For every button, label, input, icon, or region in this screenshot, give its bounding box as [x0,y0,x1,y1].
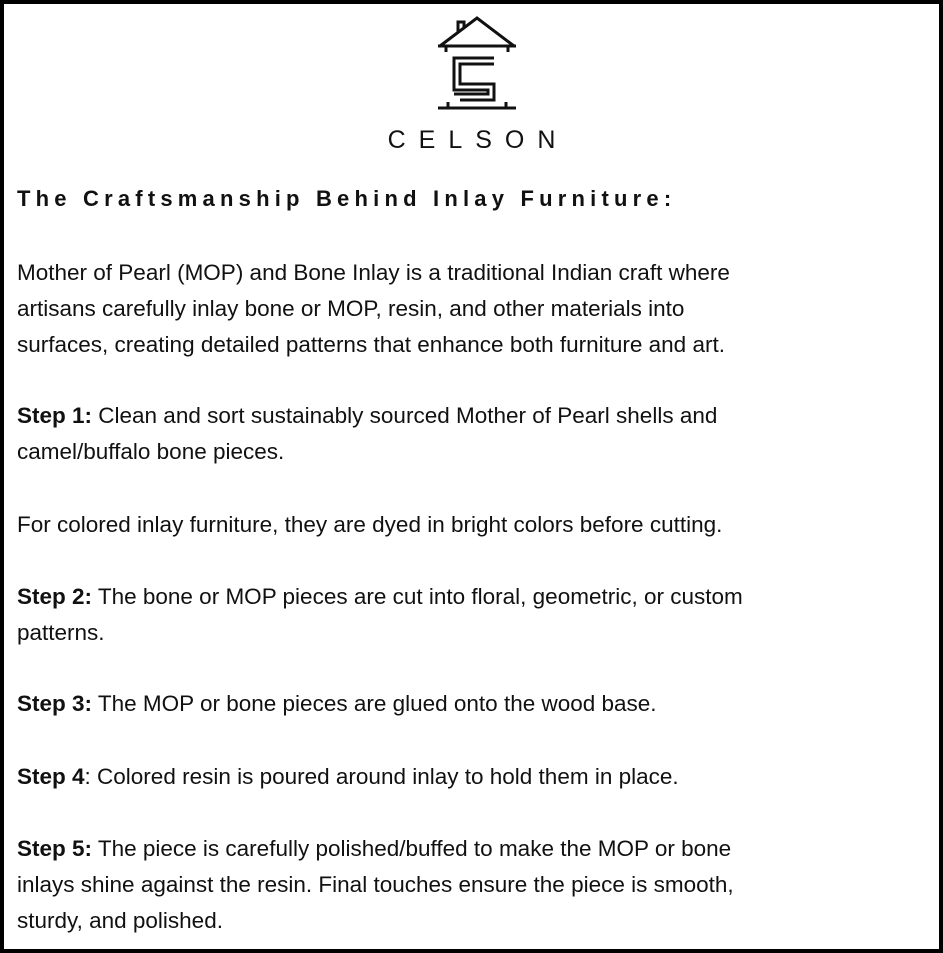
step-label: Step 1: [17,403,93,428]
step-2-cont: patterns. [17,620,105,645]
step-label: Step 5: [17,836,93,861]
step-4: Step 4: Colored resin is poured around i… [17,763,679,791]
step-label: Step 4 [17,764,85,789]
dye-note: For colored inlay furniture, they are dy… [17,512,723,537]
step-text: The piece is carefully polished/buffed t… [92,836,732,861]
step-label: Step 2: [17,584,93,609]
step-5-cont: sturdy, and polished. [17,908,223,933]
step-3: Step 3: The MOP or bone pieces are glued… [17,690,657,718]
step-1: Step 1: Clean and sort sustainably sourc… [17,402,717,430]
step-2: Step 2: The bone or MOP pieces are cut i… [17,583,743,611]
intro-line: surfaces, creating detailed patterns tha… [17,332,725,357]
brand-name: CELSON [387,126,569,154]
step-text: The MOP or bone pieces are glued onto th… [92,691,657,716]
step-1-cont: camel/buffalo bone pieces. [17,439,285,464]
page-title: The Craftsmanship Behind Inlay Furniture… [17,186,677,211]
step-text: The bone or MOP pieces are cut into flor… [92,584,743,609]
intro-line: Mother of Pearl (MOP) and Bone Inlay is … [17,260,730,285]
step-text: : Colored resin is poured around inlay t… [84,764,679,789]
step-text: Clean and sort sustainably sourced Mothe… [92,403,718,428]
step-5: Step 5: The piece is carefully polished/… [17,835,731,863]
house-s-logo-icon [438,16,516,110]
intro-line: artisans carefully inlay bone or MOP, re… [17,296,685,321]
step-5-cont: inlays shine against the resin. Final to… [17,872,734,897]
step-label: Step 3: [17,691,93,716]
